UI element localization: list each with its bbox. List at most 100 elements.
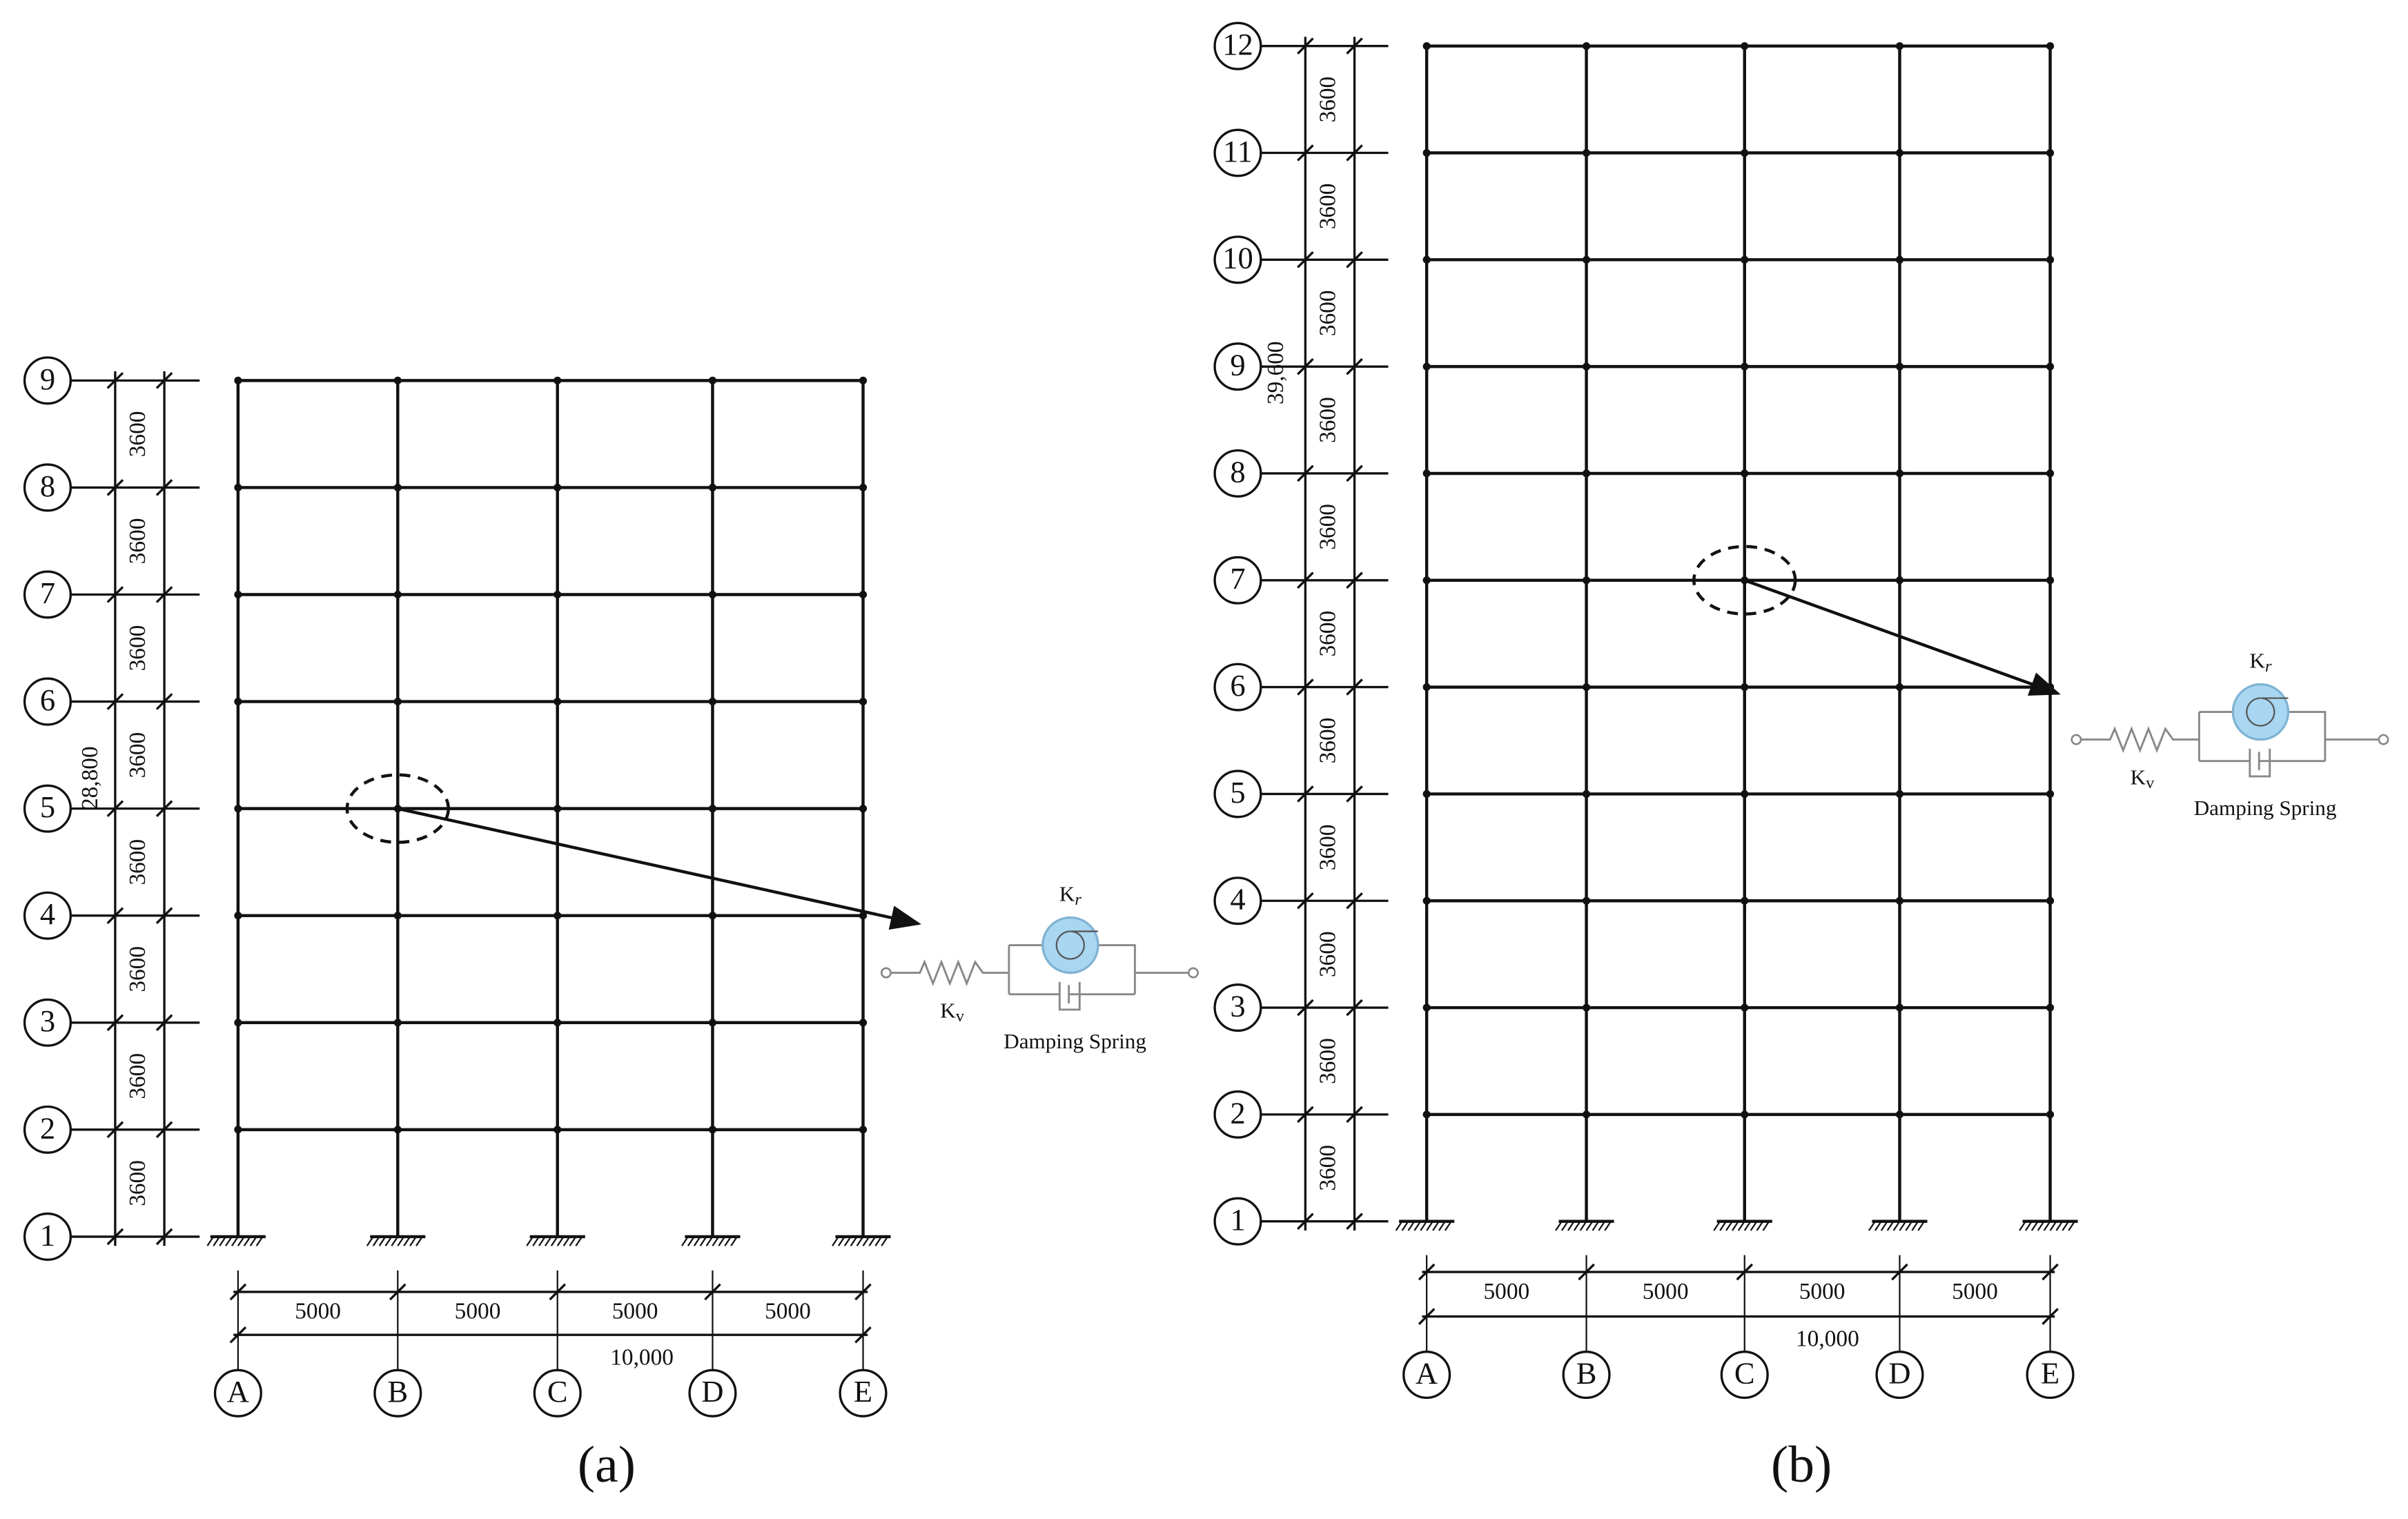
- story-height: 3600: [1315, 611, 1341, 657]
- support-hatch: [2030, 1221, 2039, 1231]
- support-hatch: [1598, 1221, 1606, 1231]
- node: [859, 698, 868, 706]
- node: [1582, 576, 1591, 585]
- support-hatch: [837, 1236, 845, 1246]
- node: [2046, 1003, 2055, 1012]
- story-height: 3600: [1315, 824, 1341, 870]
- node: [393, 376, 402, 384]
- node: [1895, 790, 1904, 798]
- support-hatch: [1899, 1221, 1907, 1231]
- rotational-spring: [2231, 683, 2290, 741]
- support-hatch: [219, 1236, 227, 1246]
- node: [554, 1019, 562, 1027]
- support-hatch: [1555, 1221, 1563, 1231]
- support-hatch: [1886, 1221, 1895, 1231]
- support-hatch: [1432, 1221, 1440, 1231]
- grid-bubble: [1875, 1351, 1924, 1400]
- node: [708, 483, 717, 491]
- callout-arrow: [397, 807, 921, 930]
- node: [1582, 42, 1591, 50]
- node: [554, 912, 562, 920]
- node: [1422, 469, 1431, 478]
- support-hatch: [874, 1236, 883, 1246]
- support-hatch: [538, 1236, 546, 1246]
- story-height: 3600: [1315, 1145, 1341, 1191]
- support-hatch: [415, 1236, 423, 1246]
- kr-symbol: K: [2249, 649, 2265, 673]
- grid-bubble: [839, 1369, 888, 1418]
- story-height: 3600: [1315, 290, 1341, 336]
- level-label: 9: [1230, 348, 1245, 382]
- node: [554, 1126, 562, 1134]
- support-hatch: [1567, 1221, 1575, 1231]
- support-hatch: [1743, 1221, 1752, 1231]
- node: [1582, 896, 1591, 905]
- support-hatch: [1401, 1221, 1409, 1231]
- grid-label: A: [1416, 1355, 1438, 1390]
- support-hatch: [569, 1236, 577, 1246]
- node: [1582, 469, 1591, 478]
- support-hatch: [403, 1236, 411, 1246]
- level-label: 1: [1230, 1202, 1245, 1237]
- support-hatch: [730, 1236, 738, 1246]
- support-hatch: [384, 1236, 393, 1246]
- dim-tick: [2042, 1263, 2059, 1281]
- story-height: 3600: [125, 625, 150, 672]
- story-height: 3600: [1315, 718, 1341, 764]
- grid-label: A: [227, 1374, 249, 1409]
- dim-tick: [854, 1326, 872, 1344]
- grid-bubble: [688, 1369, 737, 1418]
- level-label: 3: [40, 1003, 55, 1038]
- support-hatch: [2043, 1221, 2051, 1231]
- node: [1895, 42, 1904, 50]
- node: [1582, 1110, 1591, 1119]
- kv-symbol: K: [2131, 765, 2146, 790]
- level-label: 6: [40, 683, 55, 717]
- support-hatch: [724, 1236, 732, 1246]
- node: [1422, 790, 1431, 798]
- dim-tick: [229, 1283, 247, 1301]
- kv-label: Kv: [2131, 765, 2155, 792]
- level-label: 8: [40, 469, 55, 503]
- grid-label: D: [1888, 1355, 1910, 1390]
- level-label: 8: [1230, 454, 1245, 489]
- support-hatch: [249, 1236, 257, 1246]
- grid-label: C: [1734, 1355, 1755, 1390]
- node: [554, 805, 562, 813]
- level-label: 2: [1230, 1095, 1245, 1130]
- support-hatch: [1868, 1221, 1876, 1231]
- node: [859, 590, 868, 599]
- grid-label: C: [547, 1374, 568, 1409]
- support-hatch: [562, 1236, 571, 1246]
- grid-bubble: [213, 1369, 262, 1418]
- support-hatch: [856, 1236, 864, 1246]
- support-hatch: [687, 1236, 695, 1246]
- node: [708, 376, 717, 384]
- rotational-coil: [1055, 930, 1098, 960]
- grid-bubble: [1562, 1351, 1611, 1400]
- node: [234, 1126, 242, 1134]
- support-hatch: [2062, 1221, 2070, 1231]
- node: [1895, 469, 1904, 478]
- level-label: 5: [1230, 775, 1245, 810]
- support-hatch: [1585, 1221, 1594, 1231]
- support-hatch: [1713, 1221, 1721, 1231]
- node: [1422, 255, 1431, 264]
- node: [1895, 362, 1904, 371]
- support-hatch: [1561, 1221, 1569, 1231]
- story-height: 3600: [1315, 504, 1341, 550]
- node: [1582, 255, 1591, 264]
- node: [234, 1019, 242, 1027]
- level-label: 2: [40, 1110, 55, 1145]
- support-hatch: [1756, 1221, 1764, 1231]
- bay-width: 5000: [765, 1299, 811, 1324]
- node: [393, 1126, 402, 1134]
- level-label: 4: [40, 896, 55, 931]
- support-hatch: [843, 1236, 852, 1246]
- dim-tick: [854, 1283, 872, 1301]
- node: [234, 805, 242, 813]
- support-hatch: [850, 1236, 858, 1246]
- support-hatch: [718, 1236, 726, 1246]
- support-hatch: [575, 1236, 583, 1246]
- support-hatch: [1420, 1221, 1428, 1231]
